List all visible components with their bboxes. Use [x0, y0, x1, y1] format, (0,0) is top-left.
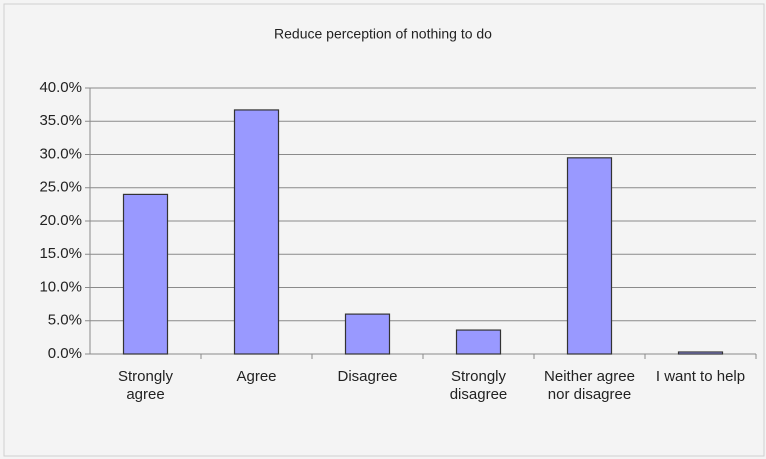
y-tick-label: 5.0%: [48, 312, 82, 329]
y-tick-label: 10.0%: [39, 278, 82, 295]
y-tick-label: 20.0%: [39, 212, 82, 229]
y-tick-label: 35.0%: [39, 112, 82, 129]
chart-frame: [3, 3, 765, 457]
y-tick-label: 15.0%: [39, 245, 82, 262]
x-tick-label: Strongly agree: [117, 368, 174, 403]
bar: [344, 313, 391, 355]
y-tick-label: 0.0%: [48, 345, 82, 362]
x-tick-label: Neither agree nor disagree: [544, 368, 635, 403]
chart-title: Reduce perception of nothing to do: [274, 26, 492, 42]
x-tick-label: Disagree: [337, 368, 398, 385]
bar: [122, 193, 169, 355]
bar: [677, 351, 724, 355]
x-tick-label: Strongly disagree: [449, 368, 508, 403]
y-tick-label: 40.0%: [39, 79, 82, 96]
x-tick-label: I want to help: [655, 368, 746, 385]
y-tick-label: 25.0%: [39, 179, 82, 196]
bar: [233, 109, 280, 355]
x-tick-label: Agree: [236, 368, 277, 385]
y-tick-label: 30.0%: [39, 145, 82, 162]
bar: [566, 157, 613, 355]
bar: [455, 329, 502, 355]
